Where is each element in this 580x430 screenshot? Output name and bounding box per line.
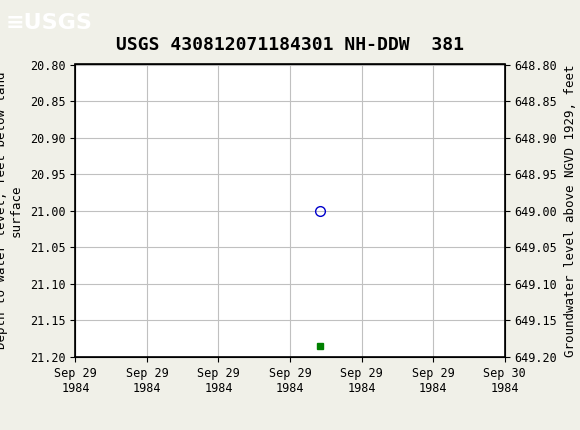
Y-axis label: Groundwater level above NGVD 1929, feet: Groundwater level above NGVD 1929, feet	[564, 64, 577, 357]
Y-axis label: Depth to water level, feet below land
surface: Depth to water level, feet below land su…	[0, 72, 23, 350]
Text: ≡USGS: ≡USGS	[6, 12, 93, 33]
Text: USGS 430812071184301 NH-DDW  381: USGS 430812071184301 NH-DDW 381	[116, 36, 464, 54]
